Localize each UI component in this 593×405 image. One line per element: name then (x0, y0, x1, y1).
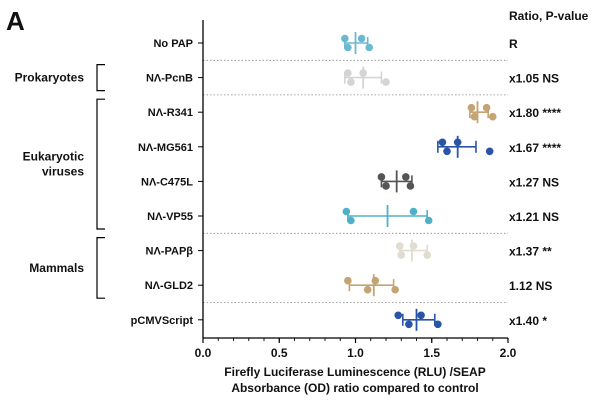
x-tick-label: 1.0 (347, 346, 364, 360)
data-point (344, 276, 352, 285)
x-axis-label-line-1: Firefly Luciferase Luminescence (RLU) /S… (224, 365, 485, 379)
row-7: NΛ-GLD2 1.12 NS (145, 274, 552, 297)
row-5: NΛ-VP55 x1.21 NS (147, 205, 559, 227)
data-point (467, 103, 476, 112)
data-point (394, 311, 403, 320)
data-point (406, 182, 415, 190)
data-point (382, 78, 390, 86)
ratio-annotation: x1.67 **** (509, 141, 561, 155)
group-0: Prokaryotes (15, 63, 105, 92)
data-point (347, 216, 355, 225)
x-tick-label: 2.0 (500, 346, 517, 360)
ratio-annotation: x1.05 NS (509, 72, 559, 86)
ratio-annotation: x1.40 * (509, 314, 547, 328)
data-point (438, 138, 447, 147)
data-point (470, 112, 479, 121)
row-label: NΛ-PAPβ (146, 246, 194, 258)
data-point (365, 43, 374, 52)
row-6: NΛ-PAPβ x1.37 ** (146, 239, 552, 262)
data-point (405, 320, 413, 329)
data-point (443, 147, 451, 156)
row-label: NΛ-MG561 (138, 142, 193, 154)
data-point (344, 69, 352, 77)
row-4: NΛ-C475L x1.27 NS (141, 170, 559, 193)
group-label: Eukaryotic (23, 150, 85, 164)
row-3: NΛ-MG561 x1.67 **** (138, 135, 561, 158)
row-2: NΛ-R341 x1.80 **** (148, 101, 561, 124)
data-point (344, 43, 352, 52)
data-point (382, 182, 390, 190)
ratio-annotation: x1.80 **** (509, 106, 561, 120)
row-label: NΛ-C475L (141, 176, 193, 188)
ratio-annotation: x1.21 NS (509, 210, 559, 224)
x-axis-label-line-2: Absorbance (OD) ratio compared to contro… (231, 381, 478, 395)
row-label: NΛ-R341 (148, 107, 193, 119)
row-8: pCMVScript x1.40 * (131, 308, 547, 331)
row-label: NΛ-GLD2 (145, 280, 193, 292)
group-label: Mammals (29, 261, 84, 275)
row-label: NΛ-PcnB (146, 73, 193, 85)
data-point (363, 285, 372, 294)
row-label: pCMVScript (131, 315, 194, 327)
data-point (347, 78, 355, 86)
data-point (488, 112, 497, 121)
data-point (391, 285, 399, 294)
ratio-header: Ratio, P-value (509, 9, 589, 23)
ratio-annotation: 1.12 NS (509, 279, 552, 293)
x-axis: 0.0 0.5 1.0 1.5 2.0 (195, 20, 517, 360)
data-point (371, 276, 380, 285)
row-1: NΛ-PcnB x1.05 NS (146, 66, 559, 89)
data-point (409, 242, 418, 250)
panel-label: A (6, 6, 25, 36)
data-point (485, 147, 494, 156)
ratio-annotation: x1.37 ** (509, 245, 552, 259)
group-2: Mammals (29, 237, 105, 299)
data-point (402, 173, 410, 181)
row-label: NΛ-VP55 (147, 211, 193, 223)
data-point (397, 251, 406, 259)
x-tick-label: 0.0 (195, 346, 212, 360)
data-point (409, 207, 418, 216)
row-0: No PAP R (153, 32, 518, 54)
x-tick-label: 0.5 (271, 346, 288, 360)
ratio-annotation: R (509, 37, 518, 51)
row-label: No PAP (153, 38, 193, 50)
group-bracket (96, 98, 105, 230)
data-point (417, 311, 425, 320)
data-point (482, 103, 491, 112)
data-point (424, 216, 433, 225)
x-tick-label: 1.5 (423, 346, 440, 360)
group-bracket (96, 63, 105, 92)
data-point (357, 34, 366, 43)
group-bracket (96, 237, 105, 299)
group-label: Prokaryotes (15, 71, 85, 85)
data-point (342, 207, 351, 216)
data-point (434, 320, 442, 329)
ratio-annotation: x1.27 NS (509, 175, 559, 189)
group-label: viruses (42, 165, 84, 179)
